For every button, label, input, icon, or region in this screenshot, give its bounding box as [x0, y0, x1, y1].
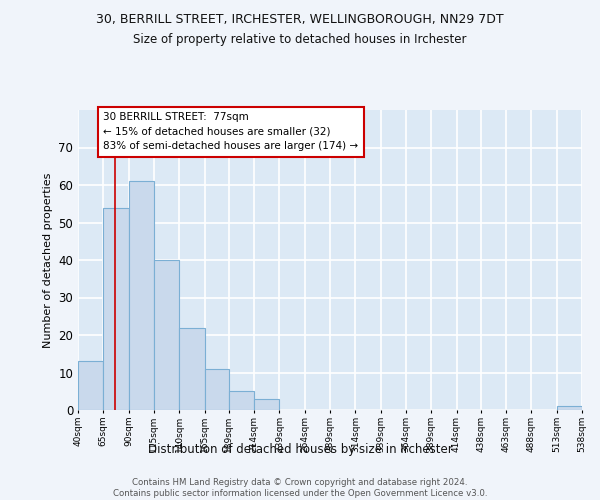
Bar: [78, 361, 103, 410]
Bar: [557, 406, 582, 410]
Text: Size of property relative to detached houses in Irchester: Size of property relative to detached ho…: [133, 32, 467, 46]
Text: Contains HM Land Registry data © Crown copyright and database right 2024.
Contai: Contains HM Land Registry data © Crown c…: [113, 478, 487, 498]
Bar: [128, 181, 154, 410]
Text: 30 BERRILL STREET:  77sqm
← 15% of detached houses are smaller (32)
83% of semi-: 30 BERRILL STREET: 77sqm ← 15% of detach…: [103, 112, 358, 152]
Bar: [205, 369, 229, 410]
Text: Distribution of detached houses by size in Irchester: Distribution of detached houses by size …: [148, 442, 452, 456]
Bar: [179, 328, 205, 410]
Bar: [103, 208, 128, 410]
Bar: [154, 260, 179, 410]
Text: 30, BERRILL STREET, IRCHESTER, WELLINGBOROUGH, NN29 7DT: 30, BERRILL STREET, IRCHESTER, WELLINGBO…: [96, 12, 504, 26]
Bar: [254, 399, 280, 410]
Y-axis label: Number of detached properties: Number of detached properties: [43, 172, 53, 348]
Bar: [229, 391, 254, 410]
